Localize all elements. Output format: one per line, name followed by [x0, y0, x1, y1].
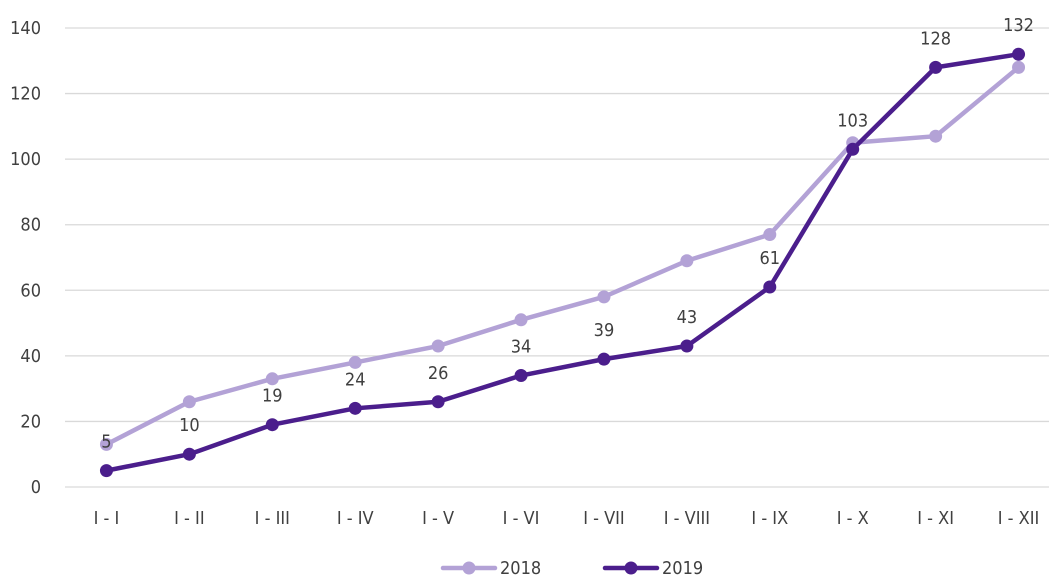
point-2019 [929, 60, 943, 74]
x-axis: I - I I - II I - III I - IV I - V I - VI I - V… [94, 508, 1040, 529]
x-tick-label: I - VIII [664, 508, 710, 529]
series-lines [99, 47, 1026, 478]
y-tick-label: 100 [10, 149, 41, 170]
point-2018 [763, 228, 777, 242]
x-tick-label: I - II [174, 508, 204, 529]
point-2018 [182, 395, 196, 409]
legend-marker-2019 [624, 561, 638, 575]
data-label-2019: 5 [101, 432, 111, 453]
x-tick-label: I - IX [751, 508, 788, 529]
point-2018 [99, 437, 113, 451]
data-label-2019: 103 [837, 110, 868, 131]
data-label-2019: 10 [179, 415, 200, 436]
point-2019 [265, 418, 279, 432]
x-tick-label: I - III [255, 508, 290, 529]
data-label-2019: 132 [1003, 15, 1034, 36]
data-label-2019: 61 [759, 248, 780, 269]
point-2019 [1012, 47, 1026, 61]
legend-label-2018: 2018 [500, 558, 541, 576]
x-tick-label: I - X [837, 508, 869, 529]
legend: 2018 2019 [440, 558, 703, 576]
data-label-2019: 34 [511, 337, 532, 358]
y-tick-label: 120 [10, 84, 41, 105]
y-tick-label: 80 [20, 215, 41, 236]
point-2019 [597, 352, 611, 366]
x-tick-label: I - VI [503, 508, 540, 529]
data-label-2019: 128 [920, 28, 951, 49]
x-tick-label: I - I [94, 508, 120, 529]
y-tick-label: 20 [20, 411, 41, 432]
x-tick-label: I - V [422, 508, 454, 529]
point-2018 [1012, 60, 1026, 74]
series-line-2019 [104, 51, 1021, 473]
point-2019 [846, 142, 860, 156]
point-2019 [763, 280, 777, 294]
x-tick-label: I - VII [583, 508, 625, 529]
data-label-2019: 26 [428, 363, 449, 384]
y-tick-label: 60 [20, 280, 41, 301]
point-2019 [182, 447, 196, 461]
point-2018 [348, 355, 362, 369]
y-axis: 0 20 40 60 80 100 120 140 [10, 18, 41, 498]
series-line-2018 [104, 65, 1021, 447]
point-2019 [99, 464, 113, 478]
legend-marker-2018 [462, 561, 476, 575]
point-2019 [348, 401, 362, 415]
point-2019 [514, 369, 528, 383]
point-2019 [680, 339, 694, 353]
point-2018 [265, 372, 279, 386]
legend-label-2019: 2019 [662, 558, 703, 576]
y-tick-label: 0 [31, 477, 41, 498]
data-label-2019: 39 [594, 320, 615, 341]
data-label-2019: 43 [677, 307, 698, 328]
x-tick-label: I - XI [917, 508, 954, 529]
data-labels: 5 10 19 24 26 34 39 43 61 103 128 132 [101, 15, 1034, 452]
gridlines [65, 27, 1049, 488]
data-label-2019: 19 [262, 386, 283, 407]
point-2018 [929, 129, 943, 143]
point-2018 [431, 339, 445, 353]
y-tick-label: 40 [20, 346, 41, 367]
point-2018 [680, 254, 694, 268]
point-2018 [597, 290, 611, 304]
point-2018 [514, 313, 528, 327]
y-tick-label: 140 [10, 18, 41, 39]
x-tick-label: I - IV [337, 508, 374, 529]
data-label-2019: 24 [345, 369, 366, 390]
x-tick-label: I - XII [998, 508, 1040, 529]
point-2019 [431, 395, 445, 409]
